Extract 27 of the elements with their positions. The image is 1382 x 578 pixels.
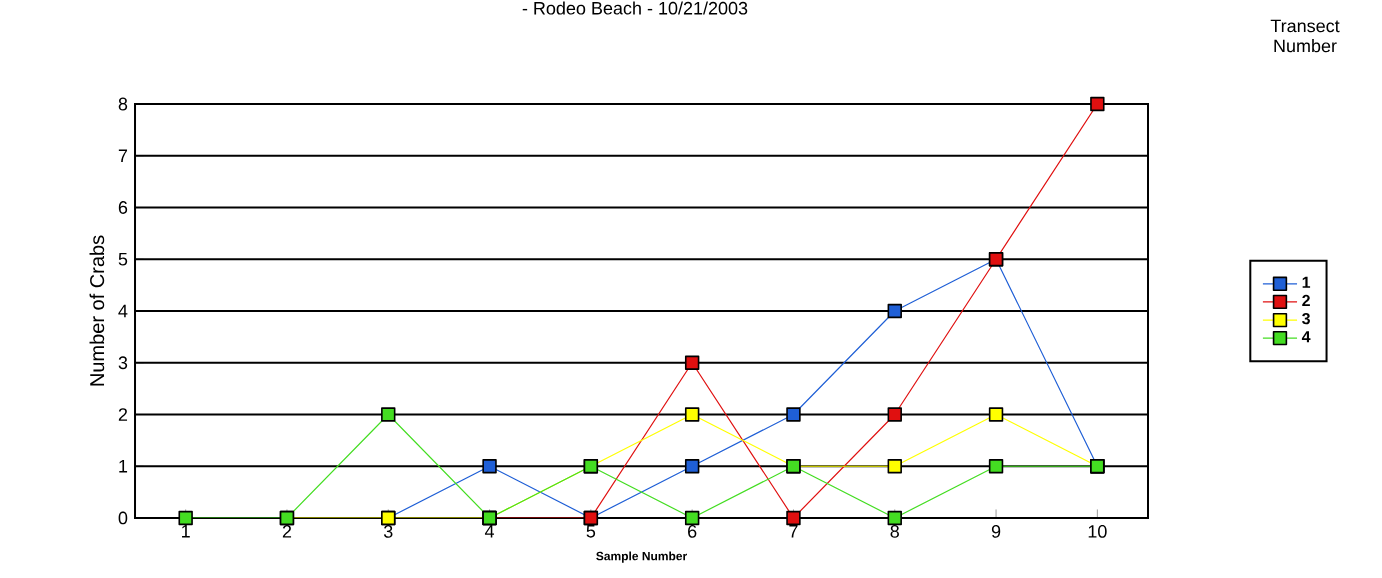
x-axis-title: Sample Number (596, 551, 687, 563)
x-tick-label: 2 (282, 525, 292, 538)
x-tick-label: 3 (383, 525, 393, 538)
y-tick-label: 2 (118, 408, 128, 421)
x-tick-label: 10 (1088, 525, 1107, 538)
y-axis-title: Number of Crabs (89, 235, 105, 386)
y-tick-label: 6 (118, 201, 128, 214)
x-tick-label: 8 (890, 525, 899, 538)
y-tick-label: 0 (118, 511, 128, 525)
x-tick-label: 1 (182, 525, 190, 538)
x-tick-label: 7 (789, 525, 798, 538)
y-tick-label: 8 (118, 97, 128, 111)
x-tick-label: 4 (484, 525, 495, 538)
y-tick-label: 7 (118, 149, 128, 162)
x-tick-label: 9 (991, 525, 1001, 538)
y-tick-label: 3 (118, 356, 128, 370)
y-tick-label: 1 (119, 460, 128, 473)
legend-label: 4 (1301, 331, 1311, 343)
legend-title: Transect Number (1270, 19, 1340, 53)
y-tick-label: 4 (118, 304, 128, 318)
legend-label: 1 (1302, 276, 1311, 288)
x-tick-label: 5 (586, 525, 596, 538)
chart-title: - Rodeo Beach - 10/21/2003 (522, 1, 748, 15)
x-tick-label: 6 (688, 525, 697, 538)
legend-label: 2 (1302, 294, 1310, 306)
legend-label: 3 (1302, 313, 1310, 325)
y-tick-label: 5 (118, 252, 128, 266)
